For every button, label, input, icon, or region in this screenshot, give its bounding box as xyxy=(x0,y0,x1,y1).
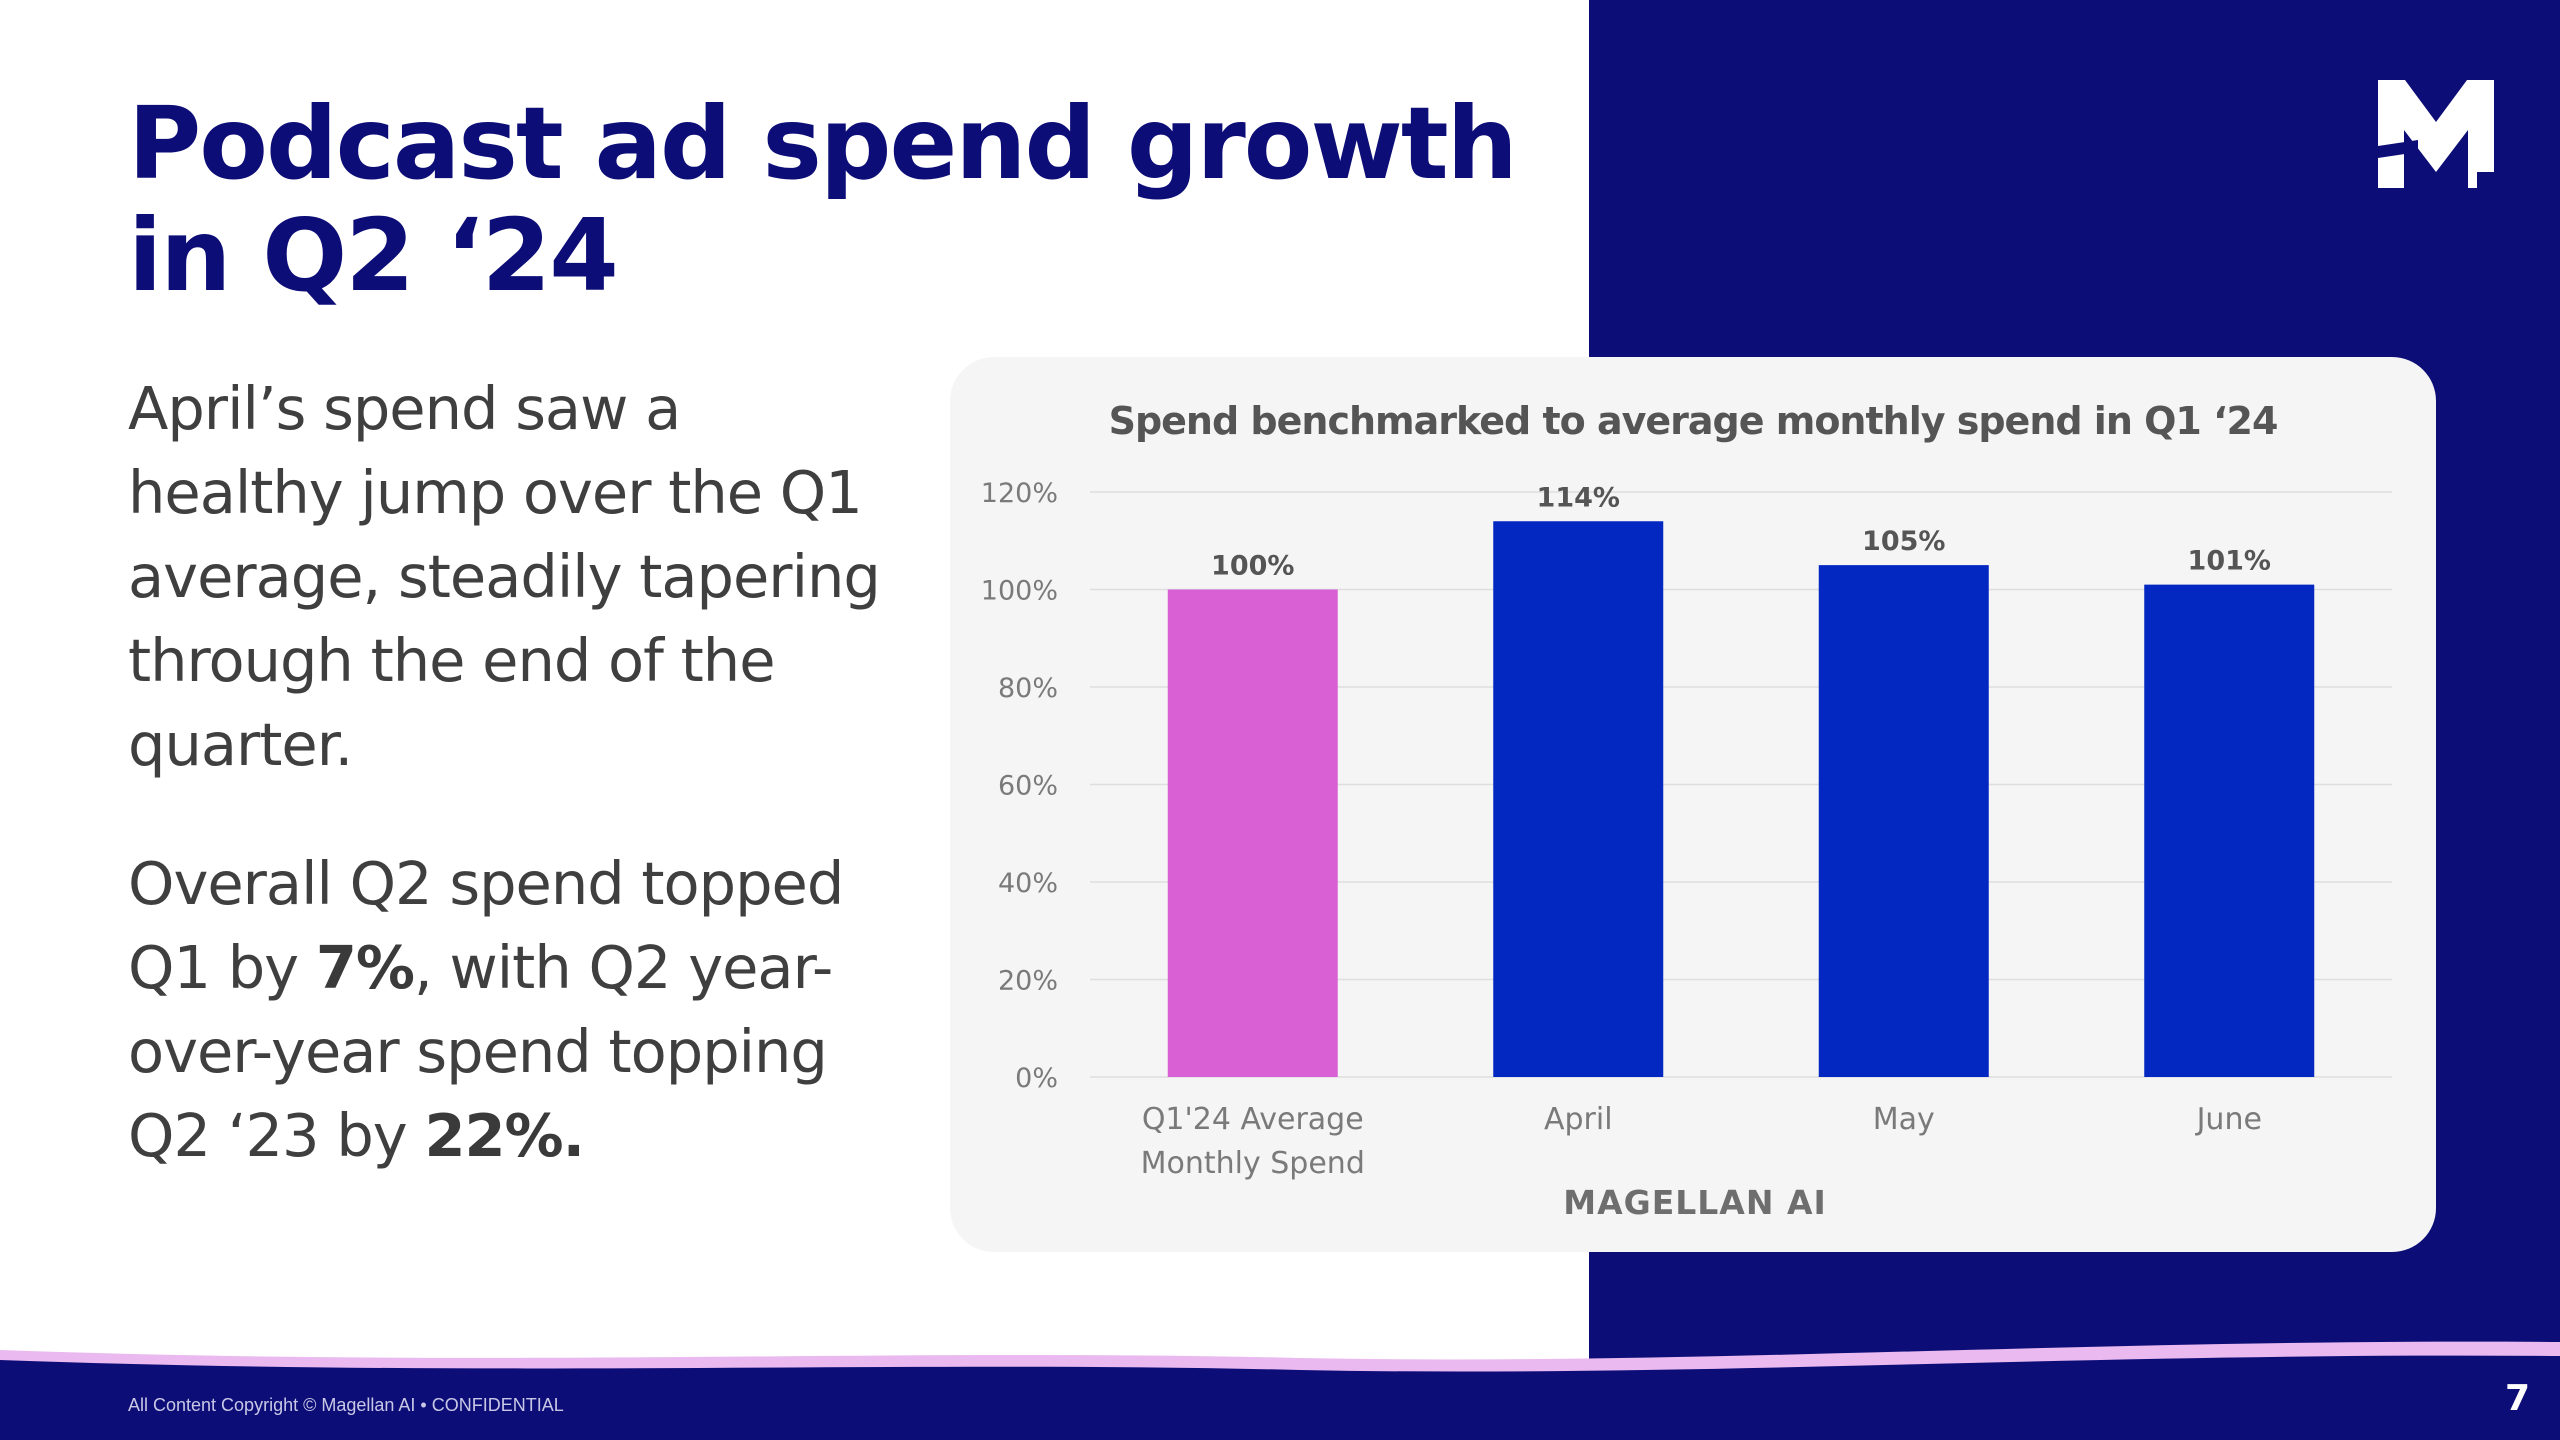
x-tick-label: Q1'24 Average xyxy=(1142,1102,1364,1137)
paragraph-2-text-1: Overall Q2 spend topped Q1 by xyxy=(128,849,844,1002)
y-tick-label: 100% xyxy=(981,576,1058,607)
chart-title: Spend benchmarked to average monthly spe… xyxy=(1109,399,2278,443)
bar-data-label: 114% xyxy=(1537,482,1620,513)
bar-data-label: 105% xyxy=(1862,526,1945,557)
bar xyxy=(2144,584,2315,1077)
y-tick-label: 60% xyxy=(998,771,1058,802)
paragraph-2-text-2: , with Q2 year-over-year spend topping Q… xyxy=(128,933,833,1170)
q1-growth-value: 7% xyxy=(315,933,415,1002)
magellan-logo-icon xyxy=(2378,80,2494,188)
y-tick-label: 20% xyxy=(998,966,1058,997)
bar xyxy=(1818,565,1989,1077)
bar-chart: Spend benchmarked to average monthly spe… xyxy=(981,399,2392,1222)
x-tick-label: April xyxy=(1544,1102,1613,1137)
x-tick-label: May xyxy=(1873,1102,1935,1137)
bar-data-label: 100% xyxy=(1211,551,1294,582)
y-tick-label: 120% xyxy=(981,478,1058,509)
x-tick-label: Monthly Spend xyxy=(1141,1146,1365,1181)
y-tick-label: 40% xyxy=(998,868,1058,899)
yoy-growth-value: 22%. xyxy=(424,1101,585,1170)
bar xyxy=(1167,589,1338,1077)
summary-paragraph-2: Overall Q2 spend topped Q1 by 7%, with Q… xyxy=(128,842,908,1178)
x-tick-label: June xyxy=(2195,1102,2262,1137)
bar xyxy=(1493,521,1664,1077)
slide-title: Podcast ad spend growth in Q2 ‘24 xyxy=(128,85,1518,314)
bar-data-label: 101% xyxy=(2188,546,2271,577)
y-tick-label: 0% xyxy=(1015,1063,1058,1094)
page-number: 7 xyxy=(2504,1378,2530,1419)
footer-band xyxy=(0,1341,2560,1440)
copyright-footer: All Content Copyright © Magellan AI • CO… xyxy=(128,1395,564,1415)
y-tick-label: 80% xyxy=(998,673,1058,704)
chart-watermark: MAGELLAN AI xyxy=(1563,1183,1827,1222)
summary-paragraph-1: April’s spend saw a healthy jump over th… xyxy=(128,374,881,779)
